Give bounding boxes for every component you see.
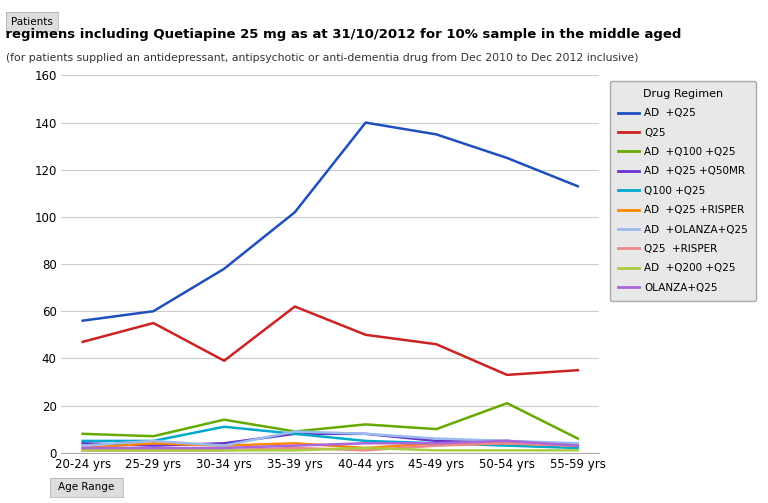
Legend: AD  +Q25, Q25, AD  +Q100 +Q25, AD  +Q25 +Q50MR, Q100 +Q25, AD  +Q25 +RISPER, AD : AD +Q25, Q25, AD +Q100 +Q25, AD +Q25 +Q5…	[610, 80, 756, 301]
Text: Patients: Patients	[12, 17, 53, 27]
Text: Drug regimens including Quetiapine 25 mg as at 31/10/2012 for 10% sample in the : Drug regimens including Quetiapine 25 mg…	[0, 28, 681, 41]
Text: Age Range: Age Range	[58, 482, 114, 492]
Text: (for patients supplied an antidepressant, antipsychotic or anti-dementia drug fr: (for patients supplied an antidepressant…	[6, 53, 639, 63]
